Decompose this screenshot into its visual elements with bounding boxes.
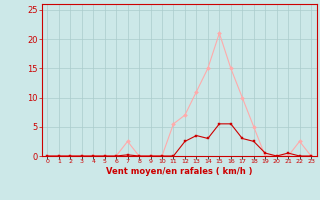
X-axis label: Vent moyen/en rafales ( km/h ): Vent moyen/en rafales ( km/h ) xyxy=(106,167,252,176)
